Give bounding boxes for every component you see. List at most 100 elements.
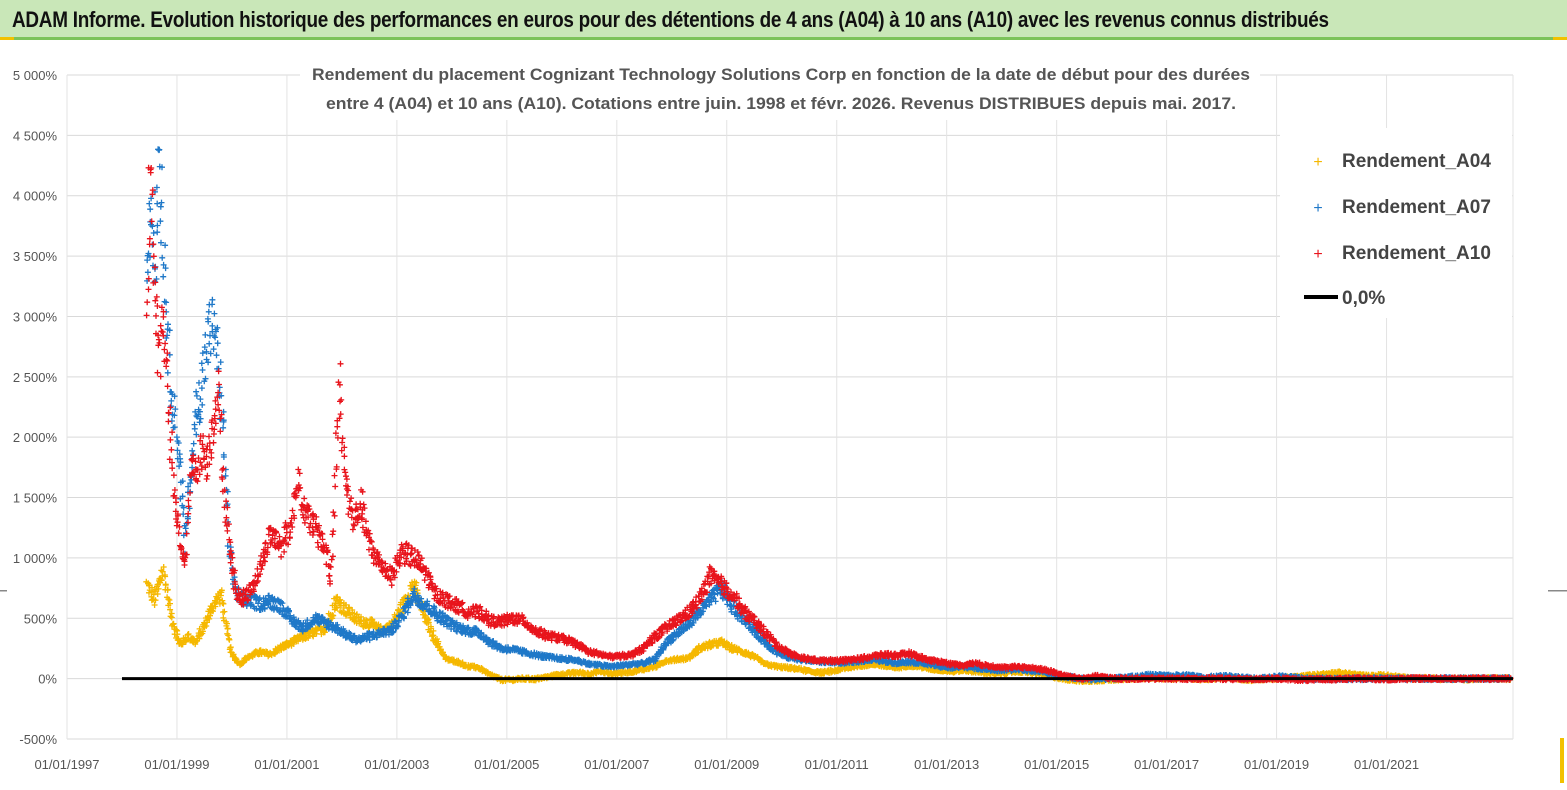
data-point	[162, 573, 169, 580]
y-tick-label: 5 000%	[13, 68, 58, 83]
data-point	[167, 613, 174, 620]
data-point	[427, 629, 433, 636]
data-point	[185, 631, 192, 637]
x-tick-label: 01/01/2015	[1024, 757, 1089, 772]
y-tick-label: 2 500%	[13, 370, 58, 385]
data-point	[412, 582, 419, 589]
data-point	[154, 200, 161, 207]
y-tick-label: 4 500%	[13, 128, 58, 143]
y-tick-label: 3 000%	[13, 309, 58, 324]
data-point	[310, 633, 317, 640]
data-point	[213, 352, 220, 359]
data-point	[174, 631, 181, 638]
x-tick-label: 01/01/2005	[474, 757, 539, 772]
data-point	[196, 379, 202, 386]
data-point	[217, 592, 224, 599]
data-point	[222, 472, 229, 479]
data-point	[439, 651, 446, 658]
data-point	[160, 564, 167, 570]
data-point	[146, 589, 152, 596]
data-point	[198, 385, 205, 392]
data-point	[199, 367, 206, 373]
data-point	[221, 608, 228, 615]
data-point	[147, 206, 154, 213]
data-point	[199, 401, 206, 408]
data-point	[226, 636, 233, 643]
data-point	[211, 310, 218, 317]
data-point	[165, 596, 172, 603]
data-point	[206, 615, 213, 622]
data-point	[152, 597, 159, 604]
data-point	[329, 612, 336, 619]
x-tick-label: 01/01/2009	[694, 757, 759, 772]
data-point	[214, 340, 221, 347]
data-point	[193, 388, 200, 395]
data-point	[206, 340, 213, 347]
data-point	[167, 606, 174, 613]
data-point	[167, 600, 173, 607]
data-point	[150, 230, 157, 236]
data-point	[219, 600, 226, 606]
x-tick-label: 01/01/2007	[584, 757, 649, 772]
data-point	[160, 273, 167, 280]
data-point	[168, 403, 175, 410]
data-point	[197, 396, 204, 403]
data-point	[184, 631, 191, 638]
x-axis-ticks: 01/01/1997 01/01/1999 01/01/2001 01/01/2003…	[34, 757, 1419, 772]
data-point	[334, 593, 341, 600]
data-point	[216, 384, 223, 391]
data-point	[216, 596, 223, 603]
data-point	[190, 440, 197, 447]
data-point	[173, 434, 180, 441]
data-point	[196, 625, 203, 632]
data-point	[189, 447, 196, 454]
y-tick-label: 2 000%	[13, 430, 58, 445]
y-tick-label: -500%	[19, 732, 57, 747]
data-point	[144, 269, 151, 276]
data-point	[225, 632, 232, 639]
data-point	[425, 619, 432, 626]
x-tick-label: 01/01/2021	[1354, 757, 1419, 772]
data-point	[342, 601, 349, 608]
data-point	[164, 586, 171, 593]
data-point	[207, 612, 213, 619]
data-point	[198, 360, 205, 367]
data-point	[158, 576, 164, 583]
data-point	[196, 635, 203, 642]
x-tick-label: 01/01/1999	[144, 757, 209, 772]
data-point	[151, 602, 158, 608]
data-point	[430, 627, 437, 634]
data-point	[220, 614, 227, 621]
y-tick-label: 3 500%	[13, 249, 58, 264]
y-tick-label: 1 500%	[13, 491, 58, 506]
y-tick-label: 1 000%	[13, 551, 58, 566]
y-tick-label: 500%	[24, 611, 58, 626]
data-point	[205, 308, 212, 315]
data-point	[334, 604, 341, 611]
y-tick-label: 0%	[38, 672, 57, 687]
data-point	[203, 623, 210, 629]
data-point	[365, 624, 372, 631]
data-point	[154, 229, 161, 236]
data-point	[162, 581, 169, 588]
x-tick-label: 01/01/1997	[34, 757, 99, 772]
data-point	[164, 369, 171, 376]
data-point	[146, 200, 153, 207]
data-point	[173, 626, 180, 633]
x-tick-label: 01/01/2011	[805, 757, 869, 772]
data-point	[358, 613, 364, 620]
y-axis-ticks: 5 000% 4 500% 4 000% 3 500% 3 000% 2 500% 2 00…	[13, 68, 58, 747]
data-point	[168, 397, 175, 404]
data-point	[220, 600, 227, 607]
data-point	[165, 321, 171, 328]
data-point	[227, 644, 234, 651]
x-tick-label: 01/01/2013	[914, 757, 979, 772]
data-point	[220, 424, 227, 431]
data-point	[218, 587, 225, 594]
data-point	[396, 609, 403, 616]
series-rendement-a04	[143, 564, 1514, 685]
data-point	[209, 296, 216, 303]
data-point	[217, 359, 224, 366]
y-tick-label: 4 000%	[13, 189, 58, 204]
x-tick-label: 01/01/2003	[364, 757, 429, 772]
